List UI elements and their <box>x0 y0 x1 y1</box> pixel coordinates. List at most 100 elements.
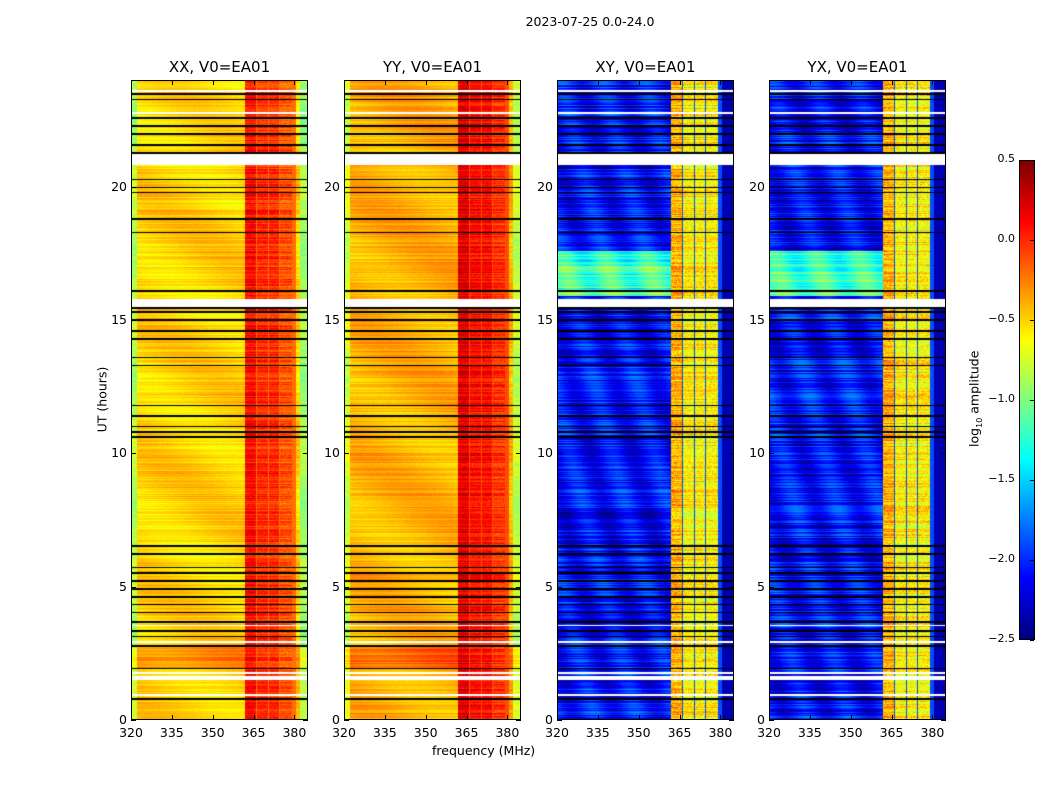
x-tick <box>212 715 214 720</box>
colorbar-tick-label: 0.0 <box>997 232 1016 245</box>
heatmap-image <box>558 81 733 719</box>
figure-title: 2023-07-25 0.0-24.0 <box>525 14 655 29</box>
x-tick-label: 365 <box>879 725 904 740</box>
y-tick <box>769 720 774 721</box>
x-tick-label: 320 <box>757 725 781 740</box>
x-tick <box>171 715 173 720</box>
y-tick-label: 10 <box>537 445 553 461</box>
colorbar-tick-label: −0.5 <box>988 312 1015 325</box>
x-tick <box>131 80 132 85</box>
heatmap-image <box>770 81 945 719</box>
y-tick-label: 20 <box>111 178 127 194</box>
y-tick <box>769 186 774 188</box>
colorbar-tick <box>1030 320 1034 321</box>
y-tick <box>516 453 521 455</box>
y-tick <box>516 720 521 721</box>
colorbar-label-log: log <box>966 427 982 447</box>
y-tick-label: 0 <box>757 712 765 727</box>
colorbar-tick <box>1030 240 1034 241</box>
x-tick-label: 365 <box>454 725 479 740</box>
y-tick-label: 20 <box>749 178 765 194</box>
x-tick-label: 320 <box>332 725 356 740</box>
x-tick <box>932 80 934 85</box>
y-tick-label: 10 <box>324 445 340 461</box>
x-tick <box>891 715 893 720</box>
y-tick <box>729 320 734 321</box>
x-tick <box>294 80 296 85</box>
y-tick <box>516 320 521 321</box>
x-tick <box>720 715 722 720</box>
y-tick <box>941 720 946 721</box>
y-tick-label: 5 <box>757 578 765 594</box>
x-tick <box>597 80 599 85</box>
y-tick <box>344 453 349 455</box>
x-tick <box>253 715 255 720</box>
x-tick-label: 335 <box>372 725 397 740</box>
panel-title: XY, V0=EA01 <box>595 58 696 76</box>
x-tick-label: 335 <box>159 725 184 740</box>
y-tick-label: 15 <box>537 312 553 327</box>
y-tick <box>941 186 946 188</box>
x-tick <box>384 80 386 85</box>
x-tick-label: 350 <box>200 725 225 740</box>
y-tick <box>131 320 136 321</box>
y-tick-label: 5 <box>332 578 340 594</box>
x-tick <box>466 715 468 720</box>
y-tick <box>131 586 136 588</box>
y-tick <box>303 186 308 188</box>
x-tick <box>638 80 640 85</box>
x-tick <box>850 80 852 85</box>
x-tick <box>891 80 893 85</box>
x-tick <box>425 715 427 720</box>
x-tick <box>769 80 770 85</box>
y-tick-label: 5 <box>119 578 127 594</box>
x-tick <box>638 715 640 720</box>
x-tick-label: 350 <box>413 725 438 740</box>
x-tick <box>171 80 173 85</box>
panel-title: XX, V0=EA01 <box>168 58 271 76</box>
x-tick <box>597 715 599 720</box>
y-tick <box>729 453 734 455</box>
colorbar-tick-label: −1.5 <box>988 472 1015 485</box>
y-tick <box>303 720 308 721</box>
x-tick-label: 320 <box>119 725 143 740</box>
colorbar-tick <box>1030 400 1034 401</box>
x-tick <box>679 80 681 85</box>
x-tick <box>253 80 255 85</box>
y-tick-label: 15 <box>324 312 340 327</box>
y-tick-label: 10 <box>749 445 765 461</box>
x-tick-label: 380 <box>920 725 945 740</box>
x-tick <box>932 715 934 720</box>
colorbar <box>1019 160 1035 640</box>
x-tick <box>809 80 811 85</box>
x-tick <box>384 715 386 720</box>
x-tick-label: 350 <box>626 725 651 740</box>
y-tick <box>516 586 521 588</box>
y-tick <box>344 586 349 588</box>
x-tick <box>131 715 132 720</box>
y-tick <box>557 453 562 455</box>
x-axis-label: frequency (MHz) <box>432 743 536 758</box>
colorbar-tick <box>1030 640 1034 641</box>
x-tick <box>507 715 509 720</box>
y-tick-label: 15 <box>749 312 765 327</box>
y-tick <box>303 320 308 321</box>
y-tick-label: 20 <box>324 178 340 194</box>
y-tick-label: 20 <box>537 178 553 194</box>
heatmap-image <box>132 81 307 719</box>
y-tick <box>941 453 946 455</box>
y-tick <box>131 186 136 188</box>
y-tick <box>769 320 774 321</box>
colorbar-label-rest: amplitude <box>966 350 982 418</box>
y-tick-label: 10 <box>111 445 127 461</box>
y-tick-label: 0 <box>332 712 340 727</box>
x-tick <box>466 80 468 85</box>
panel-title: YY, V0=EA01 <box>382 58 483 76</box>
y-tick <box>344 320 349 321</box>
colorbar-tick <box>1030 160 1034 161</box>
x-tick <box>507 80 509 85</box>
y-tick <box>344 720 349 721</box>
x-tick-label: 350 <box>838 725 863 740</box>
x-tick <box>344 715 345 720</box>
x-tick <box>557 80 558 85</box>
